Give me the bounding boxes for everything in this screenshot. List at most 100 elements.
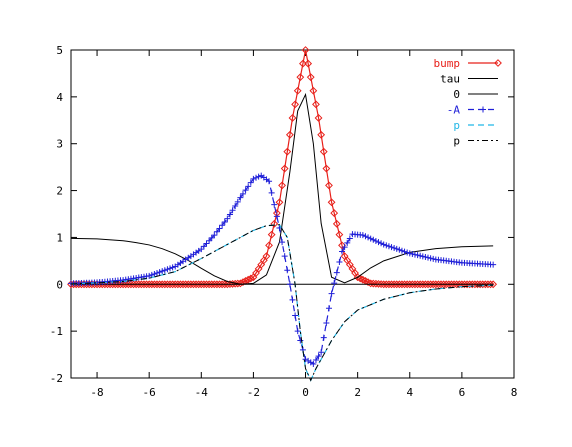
data-point [271,201,278,208]
y-tick-label: -2 [50,372,63,385]
data-point [385,243,392,250]
data-point [160,280,169,289]
data-point [411,251,418,258]
legend-entry: 0 [453,88,498,101]
data-point [305,357,312,364]
data-point [166,280,174,289]
data-point [417,252,424,259]
data-point [279,239,286,246]
data-point [267,230,276,239]
legend-entry: tau [440,73,498,86]
data-point [242,187,249,194]
data-point [171,280,180,289]
x-tick-label: -8 [90,386,103,399]
data-point [419,253,426,260]
data-point [339,248,346,255]
data-point [176,280,185,289]
data-point [146,272,153,279]
data-point [245,183,252,190]
data-point [439,280,448,289]
legend-label: 0 [453,88,460,101]
legend-label: tau [440,73,460,86]
data-point [429,280,438,289]
x-tick-label: 2 [354,386,361,399]
plot-frame [70,49,515,379]
data-point [194,280,203,289]
data-point [455,280,464,289]
data-point [219,222,226,229]
data-point [215,280,224,289]
data-point [404,249,411,256]
data-point [398,247,405,254]
data-point [312,357,319,364]
data-point [341,244,348,251]
series-line [70,174,494,365]
data-point [344,239,351,246]
data-point [142,280,151,289]
series-line [70,224,494,382]
data-point [284,267,291,274]
data-point [232,203,239,210]
legend-entry: p [453,119,498,132]
data-point [220,280,229,289]
data-point [132,280,141,289]
data-point [408,280,417,289]
data-point [164,266,171,273]
data-point [478,280,487,289]
data-point [208,234,215,241]
data-point [315,353,322,360]
x-tick-label: -4 [195,386,209,399]
data-point [205,280,214,289]
data-point [121,280,130,289]
data-point [424,280,432,289]
data-point [379,280,388,289]
y-tick-label: 0 [56,278,63,291]
data-point [383,242,390,249]
data-point [291,100,300,109]
y-tick-label: 3 [56,138,63,151]
data-point [382,280,391,289]
data-point [367,235,374,242]
data-point [167,265,174,272]
data-point [265,241,273,250]
data-point [327,198,336,207]
data-point [150,280,159,289]
data-point [281,253,288,260]
data-point [319,147,328,156]
data-point [302,356,309,363]
data-point [463,280,472,289]
data-point [275,198,284,207]
data-point [186,280,195,289]
data-point [406,250,413,257]
data-point [189,280,198,289]
data-point [378,240,385,247]
data-point [262,252,271,261]
x-tick-label: 4 [406,386,413,399]
data-point [434,280,443,289]
data-point [169,264,176,271]
data-point [346,235,353,242]
x-tick-label: 8 [511,386,518,399]
data-point [293,86,302,95]
data-point [158,280,167,289]
data-point [322,164,331,173]
data-point [288,114,297,122]
data-point [273,213,280,220]
legend-entry: bump [434,57,502,70]
data-point [199,280,208,289]
data-point [393,245,400,252]
data-point [310,360,317,367]
data-point [184,280,193,289]
data-point [210,280,219,289]
series-0 [67,46,498,289]
data-point [418,280,427,289]
x-tick-label: -2 [247,386,260,399]
data-point [391,245,398,252]
data-point [370,236,377,243]
data-point [153,270,160,277]
data-point [413,280,422,289]
y-tick-label: 2 [56,185,63,198]
data-point [431,280,440,289]
data-point [473,280,482,289]
data-point [414,252,421,259]
